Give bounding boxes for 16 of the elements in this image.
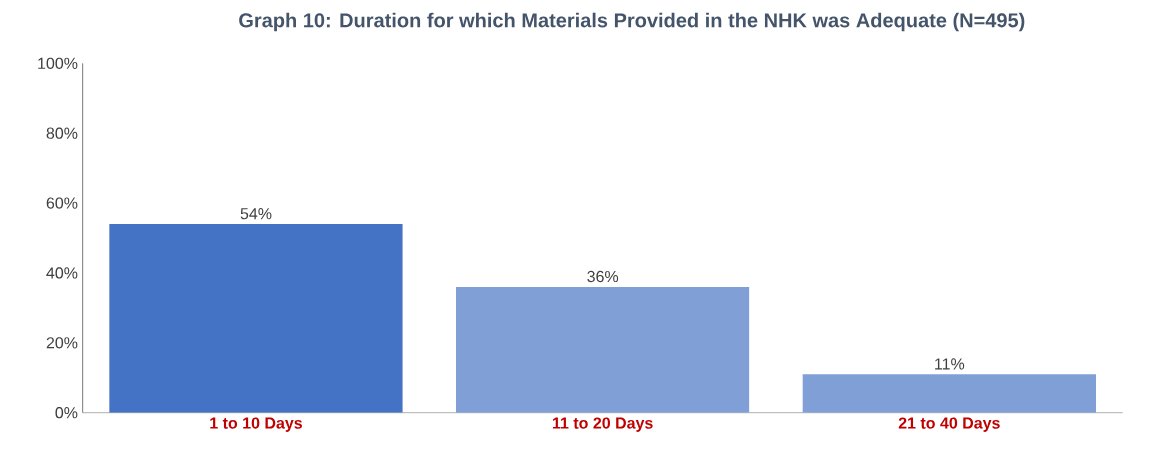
data-label: 36% bbox=[587, 270, 619, 283]
y-tick-label: 0% bbox=[55, 407, 78, 419]
y-tick-label: 80% bbox=[46, 127, 78, 139]
y-tick-label: 60% bbox=[46, 197, 78, 209]
y-tick-label: 20% bbox=[46, 337, 78, 349]
y-tick-label: 100% bbox=[38, 57, 78, 69]
y-tick-label: 40% bbox=[46, 267, 78, 279]
bar bbox=[109, 224, 403, 413]
data-label: 54% bbox=[240, 208, 272, 220]
x-tick-label: 21 to 40 Days bbox=[898, 417, 1000, 432]
bar bbox=[456, 286, 750, 413]
x-tick-label: 11 to 20 Days bbox=[552, 417, 653, 432]
chart-title: Graph 10: Duration for which Materials Provided in the NHK was Adequate (N=495) bbox=[239, 12, 1025, 32]
data-label: 11% bbox=[935, 358, 965, 370]
x-tick-label: 1 to 10 Days bbox=[210, 417, 303, 432]
bar bbox=[802, 374, 1097, 413]
